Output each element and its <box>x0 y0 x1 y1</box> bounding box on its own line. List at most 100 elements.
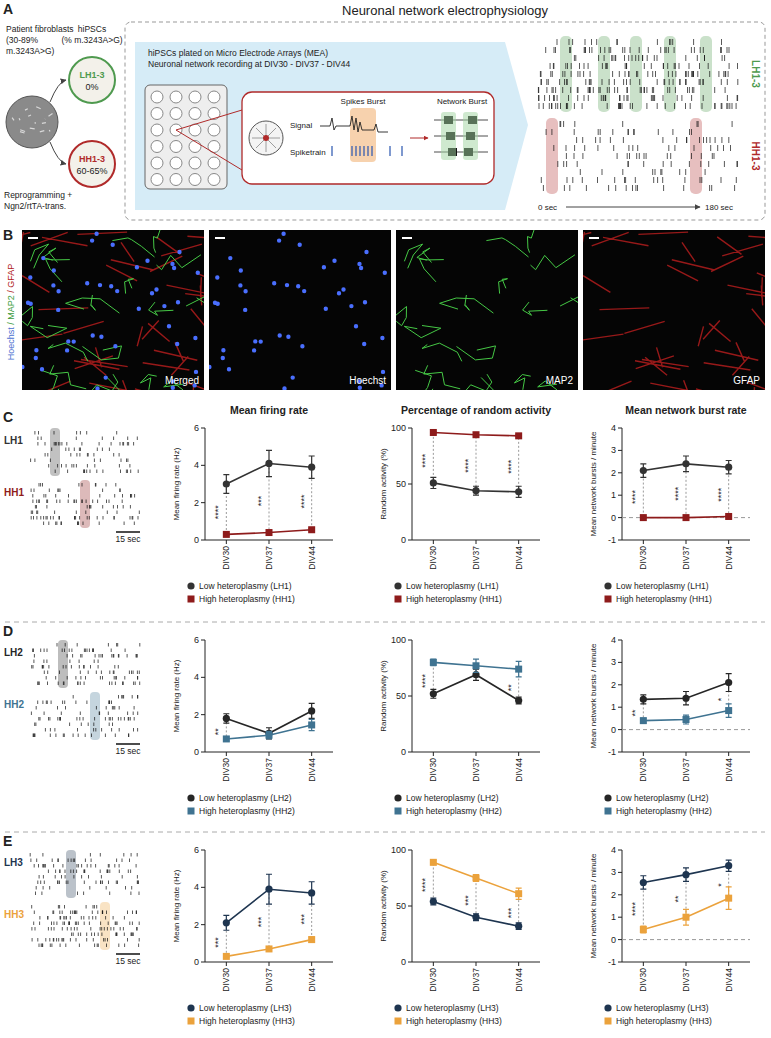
error-bar <box>640 464 646 477</box>
error-bar <box>309 882 315 904</box>
y-tick <box>201 677 205 678</box>
label: HH1-3 <box>750 142 761 171</box>
fibroblast-image <box>6 96 58 148</box>
map2-signal <box>396 230 578 390</box>
significance-label: **** <box>630 490 640 505</box>
error-bar <box>309 456 315 478</box>
y-tick-label: 4 <box>611 845 616 855</box>
y-tick <box>618 517 622 518</box>
y-axis <box>622 428 623 540</box>
data-point <box>430 429 437 436</box>
significance-label: **** <box>213 505 223 520</box>
legend-entry: High heteroplasmy (HH2) <box>406 806 502 816</box>
mea-well <box>170 157 182 169</box>
x-tick <box>643 752 644 756</box>
y-tick-label: -1 <box>608 535 616 545</box>
y-tick-label: 0 <box>401 535 406 545</box>
y-tick-label: -1 <box>608 747 616 757</box>
error-bar <box>223 915 229 930</box>
error-bar <box>266 874 272 904</box>
data-point <box>430 659 437 666</box>
error-bar <box>726 704 732 717</box>
raster-label: LH1 <box>4 435 23 446</box>
reference-line <box>622 729 750 730</box>
series-line <box>433 662 518 669</box>
mea-well <box>189 108 201 120</box>
data-point <box>223 735 230 742</box>
burst-highlight <box>80 480 90 528</box>
y-tick <box>618 684 622 685</box>
y-tick <box>201 640 205 641</box>
x-tick-label: DIV44 <box>514 758 524 782</box>
x-tick <box>476 962 477 966</box>
significance-label: ** <box>673 895 683 903</box>
x-tick-label: DIV30 <box>428 968 438 992</box>
y-tick <box>201 465 205 466</box>
panel-letter: E <box>3 833 12 849</box>
raster-label: LH2 <box>4 647 23 658</box>
label: 60-65% <box>76 166 107 176</box>
stain-label: Hoechst / MAP2 / GFAP <box>6 264 16 361</box>
scale-bar <box>116 953 140 955</box>
x-tick-label: DIV44 <box>724 758 734 782</box>
y-tick <box>201 540 205 541</box>
data-point <box>640 514 647 521</box>
stain-part: / MAP2 <box>6 295 16 327</box>
x-tick <box>433 752 434 756</box>
data-point <box>265 886 272 893</box>
legend-marker <box>394 1004 401 1011</box>
data-point <box>308 526 315 533</box>
x-tick-label: DIV30 <box>638 546 648 570</box>
micrograph <box>396 230 578 390</box>
error-bar <box>223 475 229 494</box>
x-tick-label: DIV30 <box>221 758 231 782</box>
x-tick-label: DIV30 <box>638 968 648 992</box>
data-point <box>725 464 732 471</box>
y-tick <box>201 924 205 925</box>
significance-line <box>433 862 434 901</box>
axis-title: Random activity (%) <box>379 870 388 942</box>
micrograph-content <box>396 230 578 390</box>
significance-line <box>518 436 519 492</box>
micrograph <box>22 230 204 390</box>
significance-line <box>476 435 477 491</box>
x-tick-label: DIV37 <box>471 968 481 992</box>
y-tick-label: 50 <box>396 691 406 701</box>
legend-entry: Low heteroplasmy (LH1) <box>616 581 709 591</box>
label: LH1-3 <box>750 60 761 88</box>
label: (% m.3243A>G) <box>61 35 122 45</box>
label: 15 sec <box>115 746 141 756</box>
micrograph <box>583 230 765 390</box>
y-tick-label: 3 <box>611 657 616 667</box>
y-tick-label: 2 <box>611 680 616 690</box>
axis-title: Mean network bursts / minute <box>589 853 598 958</box>
data-point <box>308 936 315 943</box>
axis-title: Mean network bursts / minute <box>589 643 598 748</box>
y-tick-label: -1 <box>608 957 616 967</box>
signal-trace <box>320 116 388 132</box>
data-point <box>308 721 315 728</box>
y-tick <box>408 752 412 753</box>
data-point <box>266 529 273 536</box>
mea-well <box>151 157 163 169</box>
legend-entry: High heteroplasmy (HH3) <box>406 1016 502 1026</box>
y-tick <box>408 428 412 429</box>
label: (30-89% <box>6 35 39 45</box>
x-tick-label: DIV44 <box>724 968 734 992</box>
mea-well <box>151 174 163 186</box>
x-tick-label: DIV44 <box>307 546 317 570</box>
data-point <box>640 717 647 724</box>
significance-label: **** <box>463 458 473 473</box>
data-point <box>515 890 522 897</box>
panel-letter: C <box>3 409 13 425</box>
x-tick-label: DIV37 <box>681 758 691 782</box>
x-tick <box>518 540 519 544</box>
legend-marker <box>605 808 612 815</box>
mea-well <box>170 108 182 120</box>
y-tick-label: 50 <box>396 901 406 911</box>
x-tick-label: DIV44 <box>514 968 524 992</box>
data-point <box>223 953 230 960</box>
label: m.3243A>G) <box>6 46 55 56</box>
plot-area <box>640 860 733 933</box>
mea-well <box>170 91 182 103</box>
